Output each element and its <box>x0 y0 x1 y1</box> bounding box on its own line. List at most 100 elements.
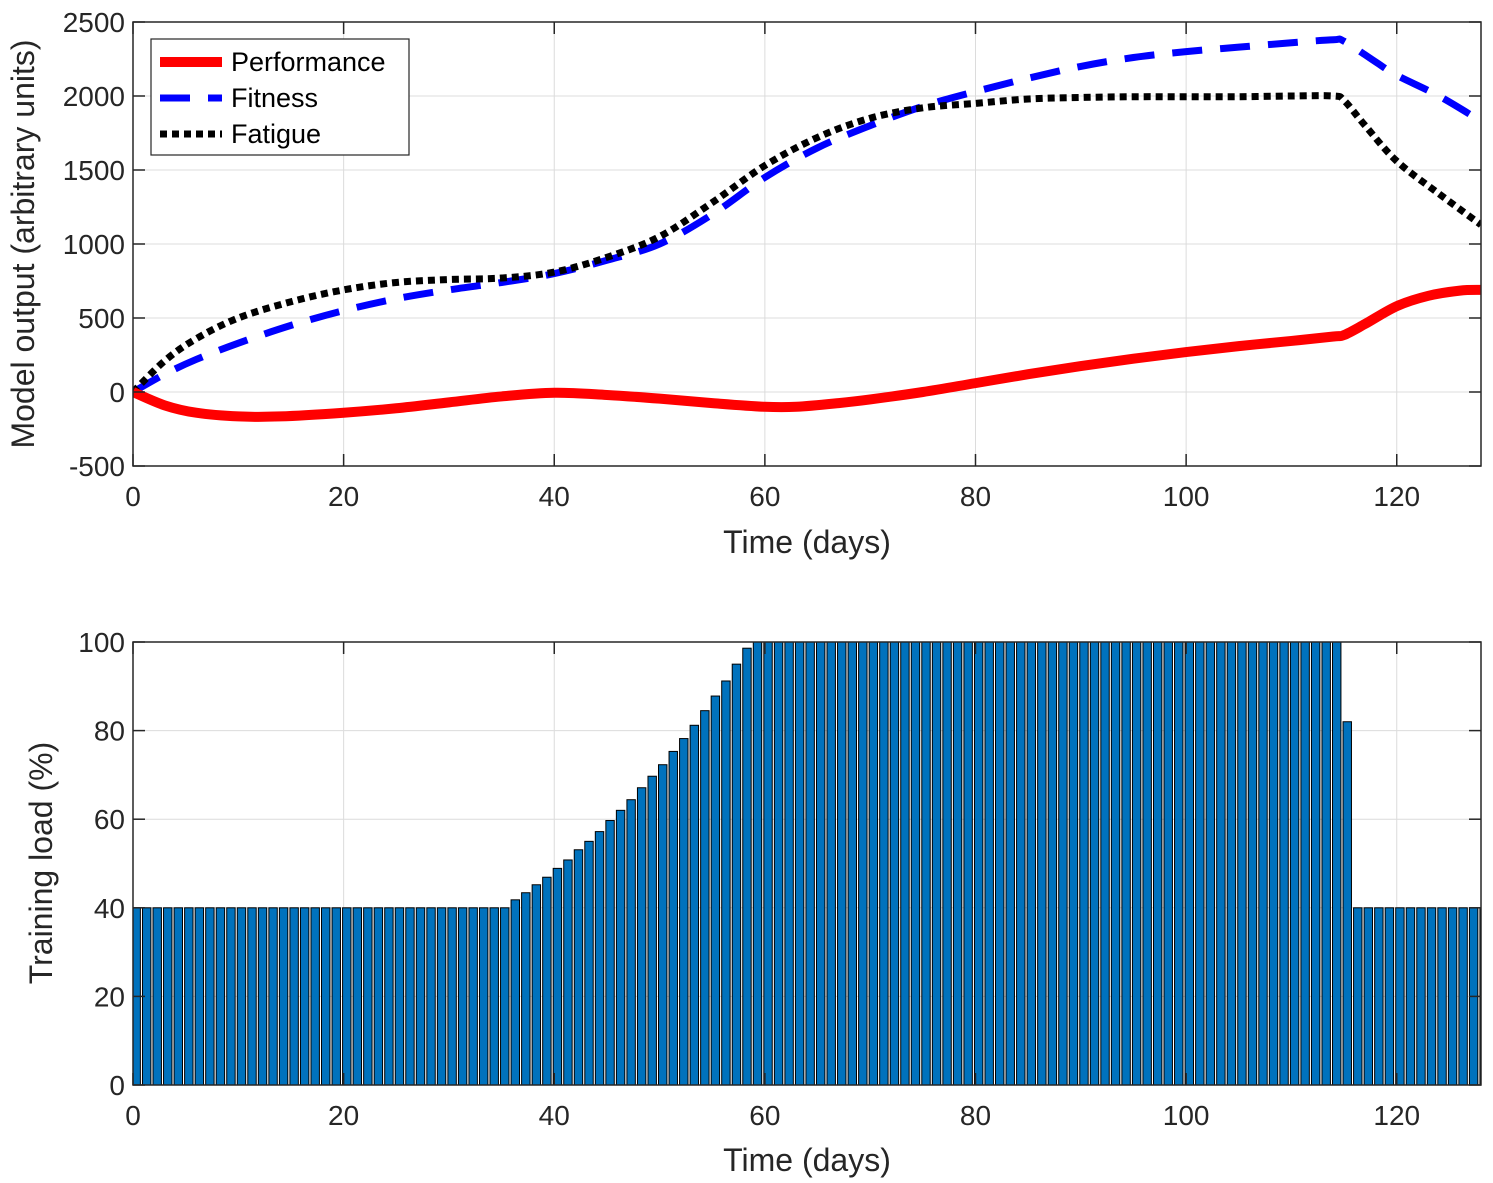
bar-day-2 <box>152 907 162 1085</box>
bar-day-102 <box>1205 642 1216 1085</box>
bar-day-85 <box>1026 642 1037 1085</box>
bar-day-79 <box>963 642 973 1085</box>
bar-day-4 <box>173 907 183 1085</box>
bar-day-5 <box>184 907 194 1085</box>
bar-day-101 <box>1195 642 1205 1085</box>
y-tick-label: -500 <box>69 451 125 482</box>
bar-day-3 <box>163 907 173 1085</box>
bar-day-76 <box>931 642 942 1085</box>
x-tick-label: 60 <box>749 1100 780 1131</box>
bar-day-13 <box>268 907 278 1085</box>
bar-day-72 <box>889 642 900 1085</box>
bar-day-115 <box>1342 721 1352 1085</box>
x-tick-label: 0 <box>125 481 141 512</box>
bar-day-71 <box>879 642 889 1085</box>
bar-day-6 <box>194 907 205 1085</box>
bar-day-21 <box>352 907 363 1085</box>
bar-day-49 <box>647 775 657 1085</box>
bar-day-125 <box>1447 907 1458 1085</box>
bar-day-56 <box>721 680 731 1085</box>
x-tick-label: 80 <box>960 1100 991 1131</box>
series-line-fitness <box>133 35 1481 396</box>
x-tick-label: 100 <box>1163 481 1210 512</box>
y-tick-label: 2000 <box>63 81 125 112</box>
bar-day-120 <box>1395 907 1405 1085</box>
bar-day-22 <box>363 907 373 1085</box>
bar-day-68 <box>847 642 857 1085</box>
bar-day-67 <box>837 642 847 1085</box>
bar-day-14 <box>278 907 289 1085</box>
bar-day-23 <box>373 907 384 1085</box>
bar-day-9 <box>226 907 236 1085</box>
bar-day-33 <box>478 907 489 1085</box>
bar-day-61 <box>773 642 784 1085</box>
bar-day-93 <box>1110 642 1121 1085</box>
bar-day-121 <box>1405 907 1416 1085</box>
bar-day-124 <box>1437 907 1447 1085</box>
bar-day-103 <box>1216 642 1226 1085</box>
bar-day-84 <box>1016 642 1026 1085</box>
bar-day-31 <box>457 907 468 1085</box>
bar-day-16 <box>299 907 310 1085</box>
series-lines <box>133 35 1481 422</box>
bar-day-19 <box>331 907 341 1085</box>
y-tick-label: 1500 <box>63 155 125 186</box>
bar-day-37 <box>521 892 531 1085</box>
bar-day-53 <box>689 724 700 1085</box>
x-tick-label: 120 <box>1373 481 1420 512</box>
series-line-fatigue <box>133 92 1481 395</box>
bar-day-126 <box>1458 907 1468 1085</box>
bar-day-74 <box>910 642 921 1085</box>
bar-day-96 <box>1142 642 1152 1085</box>
bar-day-66 <box>826 642 836 1085</box>
bar-day-89 <box>1068 642 1079 1085</box>
tick-labels: 0 20 40 60 80 100 120 0 20 40 60 80 100 <box>78 627 1481 1131</box>
bar-day-109 <box>1279 642 1289 1085</box>
bar-day-118 <box>1374 907 1384 1085</box>
x-tick-label: 20 <box>328 481 359 512</box>
bar-day-82 <box>995 642 1005 1085</box>
y-tick-label: 0 <box>109 1070 125 1101</box>
bar-day-34 <box>489 907 499 1085</box>
bar-day-27 <box>415 907 426 1085</box>
bar-day-35 <box>500 907 510 1085</box>
bar-day-41 <box>563 859 573 1085</box>
bar-day-88 <box>1058 642 1068 1085</box>
legend: Performance Fitness Fatigue <box>150 38 410 156</box>
bar-day-39 <box>542 876 552 1085</box>
bar-day-108 <box>1268 642 1279 1085</box>
bar-day-87 <box>1047 642 1058 1085</box>
bar-day-28 <box>426 907 436 1085</box>
bar-day-80 <box>973 642 984 1085</box>
bar-day-12 <box>257 907 268 1085</box>
bar-day-63 <box>794 642 805 1085</box>
x-tick-label: 80 <box>960 481 991 512</box>
legend-label-fatigue: Fatigue <box>231 119 321 149</box>
bar-day-107 <box>1258 642 1268 1085</box>
legend-label-performance: Performance <box>231 47 386 77</box>
bar-day-46 <box>615 809 626 1085</box>
bar-day-117 <box>1363 907 1374 1085</box>
x-tick-label: 120 <box>1373 1100 1420 1131</box>
legend-label-fitness: Fitness <box>231 83 318 113</box>
bar-day-91 <box>1089 642 1100 1085</box>
bar-day-7 <box>205 907 215 1085</box>
bar-day-78 <box>952 642 963 1085</box>
bar-day-105 <box>1237 642 1247 1085</box>
bar-day-58 <box>742 647 752 1085</box>
bar-day-111 <box>1300 642 1310 1085</box>
bar-day-24 <box>384 907 394 1085</box>
x-tick-label: 60 <box>749 481 780 512</box>
bar-day-97 <box>1152 642 1163 1085</box>
bar-day-26 <box>405 907 415 1085</box>
bar-day-25 <box>394 907 405 1085</box>
performance-chart: 0 20 40 60 80 100 120-50005001000150020002500 … <box>5 7 1482 560</box>
y-tick-label: 100 <box>78 627 125 658</box>
bar-day-45 <box>605 820 615 1085</box>
bar-day-52 <box>679 738 689 1085</box>
bar-day-18 <box>321 907 331 1085</box>
bar-day-60 <box>763 642 773 1085</box>
bar-day-32 <box>468 907 478 1085</box>
